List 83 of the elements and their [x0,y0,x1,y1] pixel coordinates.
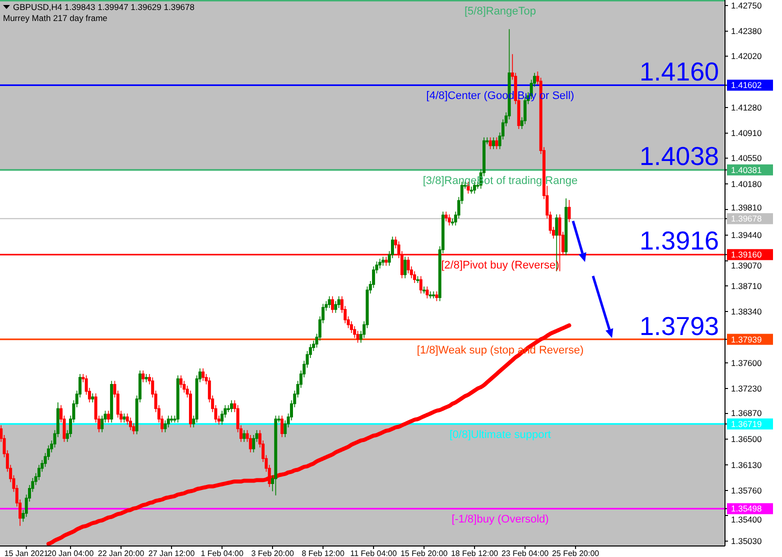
candlestick [488,136,492,150]
candlestick [470,186,473,194]
candlestick [444,211,448,222]
x-tick-label: 11 Feb 04:00 [350,549,398,557]
annotation: 1.3793 [639,310,719,341]
candlestick [432,290,436,299]
candlestick [422,286,426,294]
annotation: 1.4160 [639,56,719,86]
y-tick-label: 1.37939 [731,334,762,344]
candlestick [564,198,568,256]
y-tick-label: 1.36870 [731,408,762,418]
x-tick-label: 22 Jan 20:00 [98,549,145,557]
x-tick-label: 1 Feb 04:00 [200,549,244,557]
candlestick [404,256,407,279]
candlestick [435,290,438,302]
candlestick [331,296,334,314]
x-tick-label: 27 Jan 12:00 [148,549,196,557]
candlestick [568,200,571,222]
candlestick [166,415,170,428]
candlestick [413,270,416,284]
candlestick [144,374,148,383]
candlestick [91,392,94,403]
y-tick-label: 1.42380 [731,26,762,36]
candlestick [122,413,126,423]
x-tick-label: 25 Feb 20:00 [552,549,600,557]
candlestick [106,410,110,423]
candlestick [242,430,246,442]
x-tick-label: 3 Feb 20:00 [251,549,294,557]
ref-line-label: [5/8]RangeTop [464,6,536,18]
candlestick [416,276,420,284]
y-tick-label: 1.35498 [731,504,762,514]
text: Murrey Math 217 day frame [3,13,108,23]
y-tick-label: 1.37230 [731,383,762,394]
ref-line-label: [0/8]Ultimate support [450,428,551,441]
candlestick [142,370,145,383]
y-tick-label: 1.40910 [731,128,762,138]
x-tick-label: 20 Jan 04:00 [47,549,94,557]
y-tick-label: 1.36130 [731,460,762,470]
y-tick-label: 1.35030 [731,536,762,546]
y-tick-label: 1.39070 [731,260,762,271]
y-tick-label: 1.39440 [731,230,762,240]
y-tick-label: 1.40180 [731,178,762,189]
candlestick [382,256,385,266]
x-tick-label: 18 Feb 12:00 [450,549,499,557]
candlestick [280,415,284,438]
y-tick-label: 1.40381 [731,164,762,175]
x-tick-label: 23 Feb 04:00 [501,549,550,557]
candlestick [428,290,432,299]
y-tick-label: 1.42750 [731,0,762,11]
y-tick-label: 1.39160 [731,250,762,260]
candlestick [129,417,132,431]
candlestick [328,296,331,308]
y-tick-label: 1.41280 [731,102,762,113]
candlestick [495,136,498,150]
candlestick [180,374,183,388]
candlestick [419,276,422,294]
x-tick-label: 8 Feb 12:00 [302,549,345,557]
y-tick-label: 1.40550 [731,153,762,164]
candlestick [176,374,180,423]
y-tick-label: 1.37600 [731,358,762,368]
candlestick [110,380,114,423]
candlestick [448,214,451,226]
candlestick [274,415,278,496]
y-tick-label: 1.38710 [731,280,762,291]
y-tick-label: 1.36500 [731,434,762,444]
y-tick-label: 1.39810 [731,202,762,213]
y-tick-label: 1.39678 [731,214,762,224]
x-tick-label: 15 Feb 20:00 [400,549,448,557]
y-tick-label: 1.42020 [731,51,762,62]
candlestick [426,286,429,299]
y-tick-label: 1.41602 [731,80,762,90]
candlestick [230,400,234,412]
y-tick-label: 1.36719 [731,418,762,429]
ref-line-label: [-1/8]buy (Oversold) [452,514,549,526]
y-tick-label: 1.35400 [731,514,762,525]
annotation: 1.4038 [639,140,719,171]
candlestick [202,368,205,382]
annotation: 1.3916 [639,226,719,256]
chart-title: GBPUSD,H4 1.39843 1.39947 1.39629 1.39678 [13,2,195,12]
x-tick-label: 15 Jan 2021 [4,549,49,557]
candlestick [492,136,495,150]
y-tick-label: 1.38340 [731,306,762,316]
y-tick-label: 1.35760 [731,485,762,496]
